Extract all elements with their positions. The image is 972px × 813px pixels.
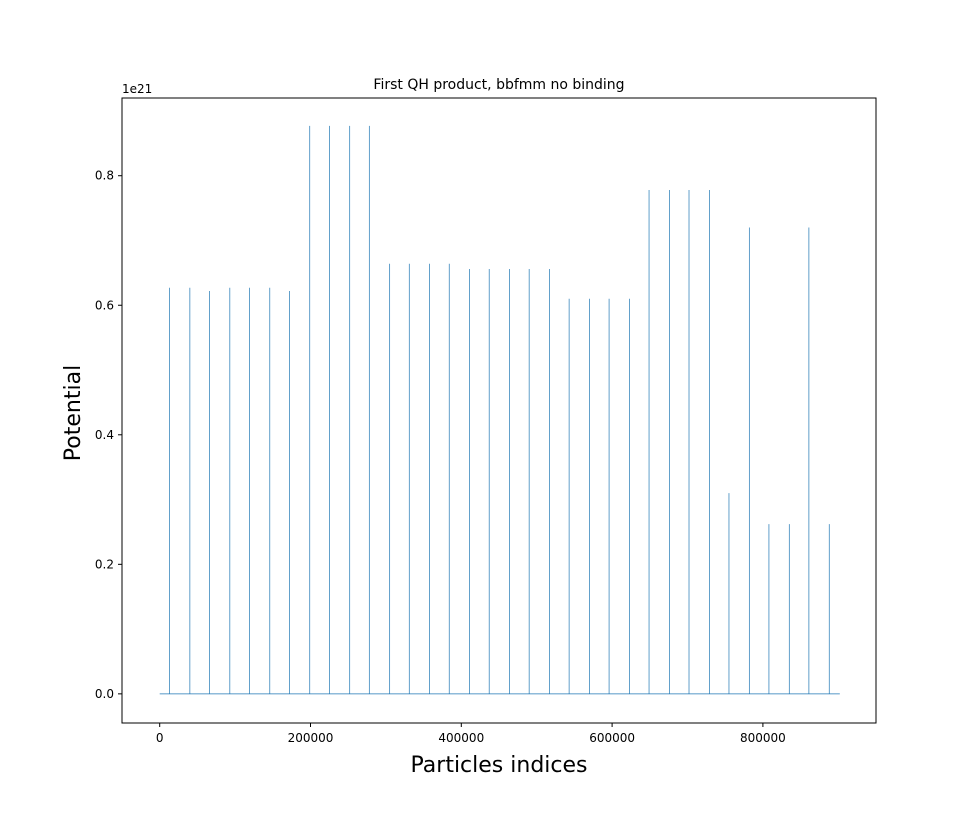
y-tick-label: 0.6 [95, 298, 114, 312]
x-axis-ticks: 0 200000 400000 600000 800000 [156, 723, 786, 745]
y-tick-label: 0.4 [95, 428, 114, 442]
x-tick-label: 0 [156, 731, 164, 745]
chart-title: First QH product, bbfmm no binding [373, 77, 624, 93]
y-axis-label: Potential [61, 365, 86, 461]
x-tick-label: 200000 [288, 731, 334, 745]
x-tick-label: 600000 [589, 731, 635, 745]
y-axis-offset-label: 1e21 [122, 82, 152, 96]
y-tick-label: 0.2 [95, 557, 114, 571]
y-tick-label: 0.8 [95, 169, 114, 183]
y-axis-ticks: 0.0 0.2 0.4 0.6 0.8 [95, 169, 122, 701]
x-tick-label: 400000 [438, 731, 484, 745]
y-tick-label: 0.0 [95, 687, 114, 701]
plot-series [159, 125, 840, 695]
plot-frame [121, 97, 877, 724]
x-tick-label: 800000 [740, 731, 786, 745]
x-axis-label: Particles indices [411, 753, 588, 778]
